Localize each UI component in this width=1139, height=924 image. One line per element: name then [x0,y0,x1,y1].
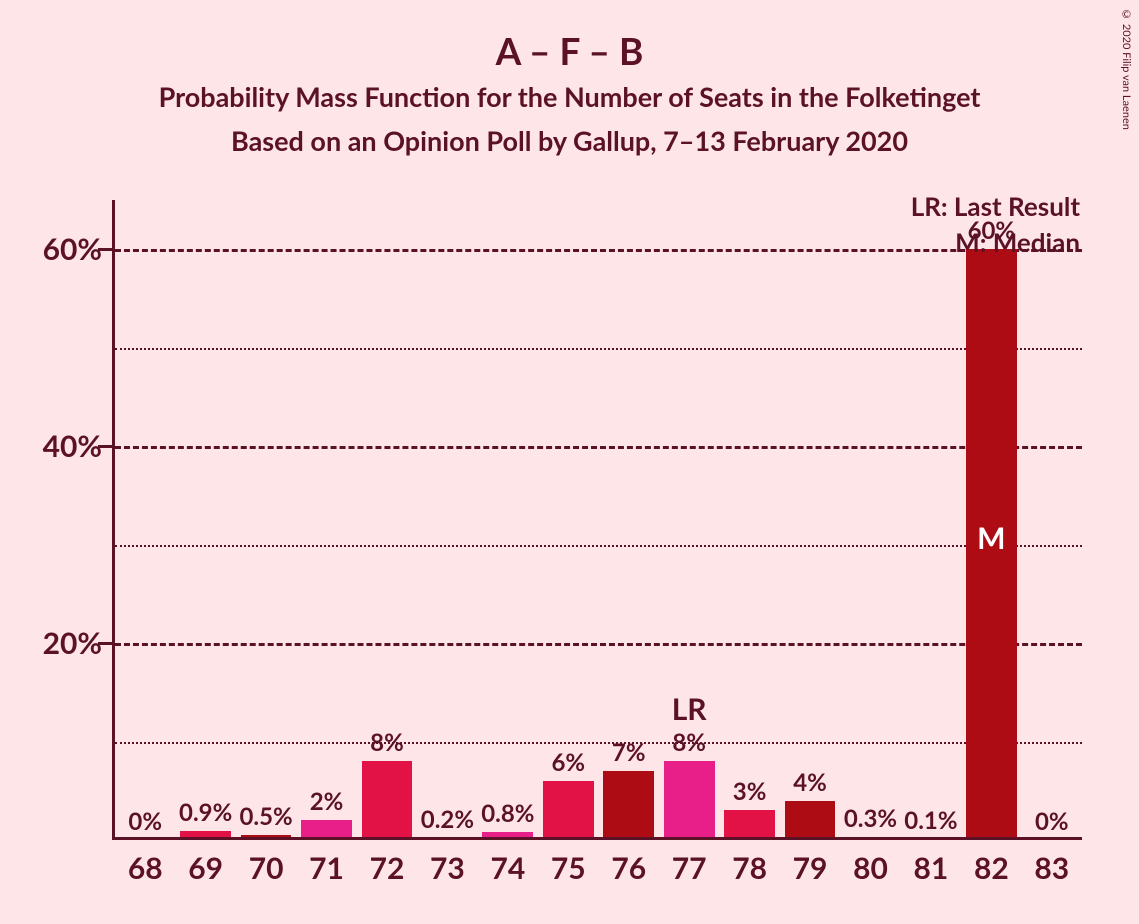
x-tick-label: 75 [538,840,598,886]
x-tick-label: 83 [1022,840,1082,886]
bar-value-label: 0.3% [840,804,900,833]
x-tick-label: 82 [961,840,1021,886]
bar [785,801,836,840]
bar [664,761,715,840]
x-axis [112,837,1082,840]
median-marker: M [961,520,1021,556]
x-tick-label: 81 [901,840,961,886]
bar-value-label: 4% [780,768,840,797]
bar-value-label: 0.1% [901,806,961,835]
x-tick-label: 80 [840,840,900,886]
bar-value-label: 8% [357,728,417,757]
x-tick-label: 70 [236,840,296,886]
x-tick-label: 77 [659,840,719,886]
bar-value-label: 0.8% [478,799,538,828]
bars-container: 0%680.9%690.5%702%718%720.2%730.8%746%75… [115,200,1082,840]
chart-plot-area: 20%40%60% 0%680.9%690.5%702%718%720.2%73… [112,200,1102,840]
legend-m: M: Median [911,226,1080,258]
copyright-text: © 2020 Filip van Laenen [1120,8,1133,130]
bar [543,781,594,840]
bar-value-label: 0.2% [417,805,477,834]
bar [362,761,413,840]
bar-value-label: 2% [296,787,356,816]
x-tick-label: 74 [478,840,538,886]
bar-value-label: 3% [719,777,779,806]
x-tick-label: 78 [719,840,779,886]
bar [603,771,654,840]
bar [724,810,775,840]
bar-value-label: 6% [538,748,598,777]
y-tick-label: 20% [22,625,102,661]
chart-title: A – F – B [0,28,1139,73]
bar-value-label: 8% [659,728,719,757]
x-tick-label: 71 [296,840,356,886]
bar-value-label: 7% [599,738,659,767]
chart-subtitle-1: Probability Mass Function for the Number… [0,80,1139,113]
x-tick-label: 73 [417,840,477,886]
bar-value-label: 0.5% [236,802,296,831]
y-axis [112,200,115,840]
bar-value-label: 0.9% [175,798,235,827]
x-tick-label: 68 [115,840,175,886]
legend-lr: LR: Last Result [911,190,1080,222]
x-tick-label: 76 [599,840,659,886]
y-tick-label: 60% [22,231,102,267]
chart-subtitle-2: Based on an Opinion Poll by Gallup, 7–13… [0,124,1139,157]
lr-marker: LR [659,691,719,727]
bar-value-label: 0% [115,807,175,836]
x-tick-label: 72 [357,840,417,886]
bar-value-label: 0% [1022,807,1082,836]
x-tick-label: 69 [175,840,235,886]
y-tick-label: 40% [22,428,102,464]
x-tick-label: 79 [780,840,840,886]
